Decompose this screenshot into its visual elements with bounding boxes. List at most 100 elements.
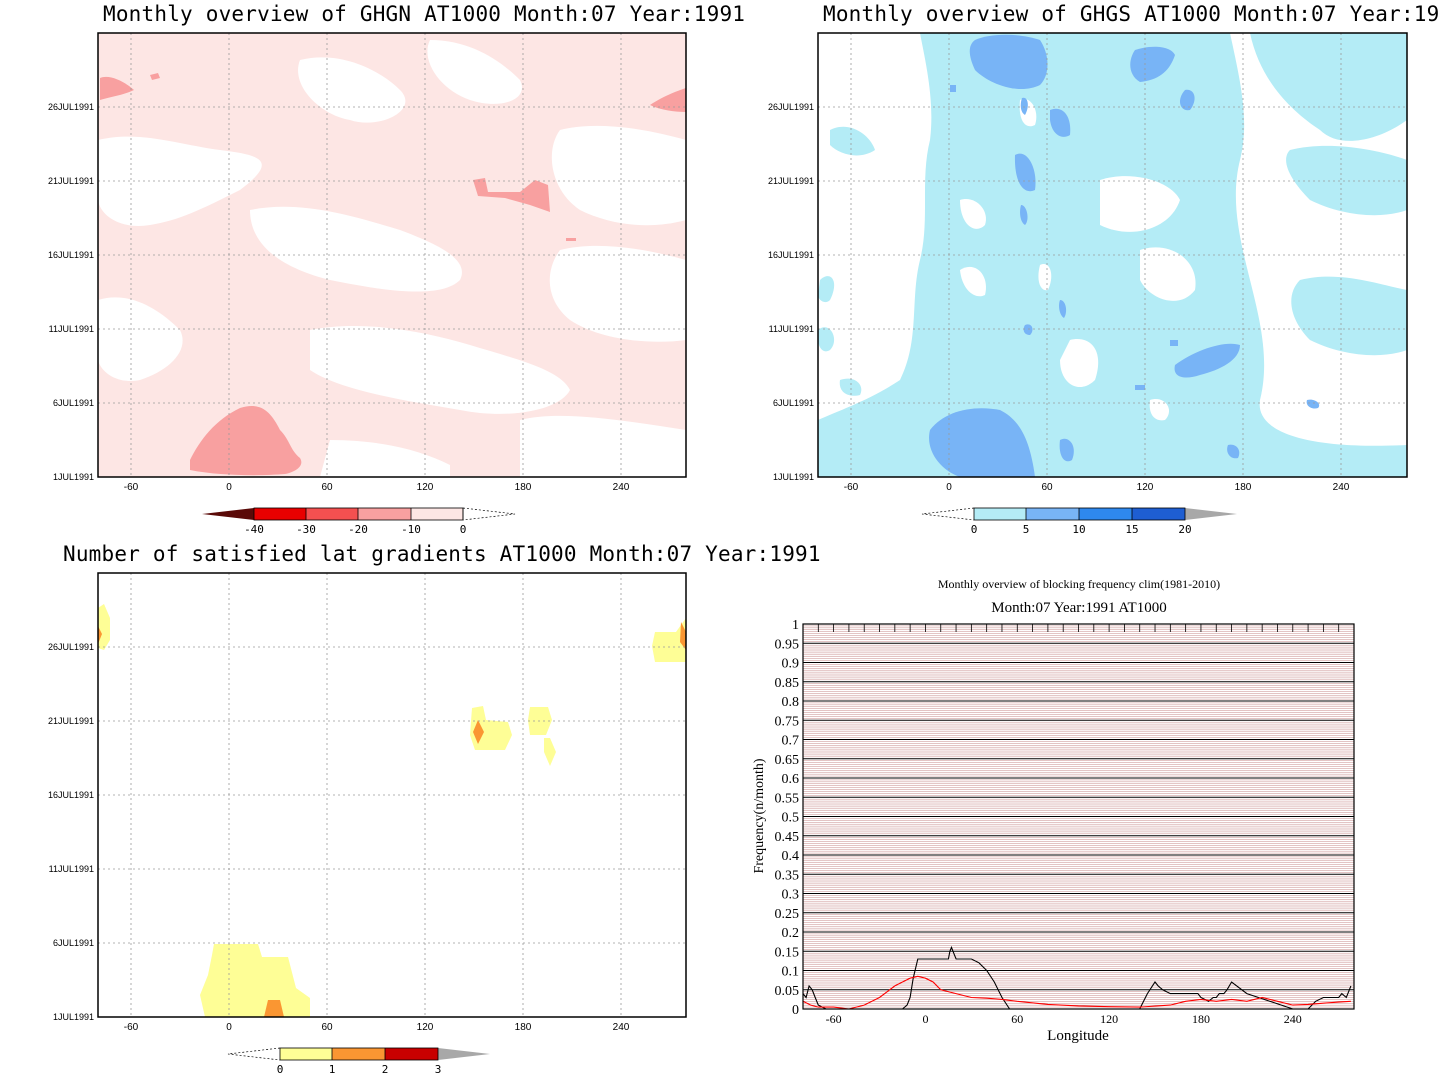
x-tick-label: 60 — [1041, 482, 1053, 493]
x-tick-label: -60 — [124, 482, 139, 493]
x-tick-label: 0 — [226, 1022, 232, 1033]
ghgn-grid — [98, 33, 686, 477]
blocking-subtitle: Month:07 Year:1991 AT1000 — [991, 600, 1166, 616]
y-tick-label: 0 — [792, 1003, 799, 1018]
colorbar-label: 3 — [435, 1063, 442, 1076]
y-tick-label: 0.35 — [775, 868, 800, 883]
y-tick-label: 0.05 — [775, 984, 800, 999]
y-tick-label: 0.25 — [775, 907, 800, 922]
y-tick-label: 0.2 — [782, 926, 800, 941]
gradients-plot-area — [97, 572, 687, 1018]
y-tick-label: 0.6 — [782, 772, 800, 787]
x-tick-label: 0 — [922, 1012, 928, 1026]
y-tick-label: 6JUL1991 — [53, 938, 94, 948]
ghgn-colorbar — [202, 507, 516, 521]
ghgs-x-axis: -60 0 60 120 180 240 — [844, 482, 1350, 493]
colorbar-label: 15 — [1125, 523, 1138, 536]
y-tick-label: 0.7 — [782, 734, 800, 749]
y-tick-label: 0.5 — [782, 811, 800, 826]
blocking-title: Monthly overview of blocking frequency c… — [938, 577, 1220, 591]
y-tick-label: 26JUL1991 — [48, 642, 94, 652]
ghgn-colorbar-labels: -40 -30 -20 -10 0 — [244, 523, 466, 536]
x-tick-label: 180 — [515, 482, 532, 493]
y-tick-label: 1JUL1991 — [53, 1012, 94, 1022]
x-tick-label: -60 — [826, 1012, 842, 1026]
y-tick-label: 0.9 — [782, 657, 800, 672]
ghgn-x-axis: -60 0 60 120 180 240 — [124, 482, 630, 493]
y-tick-label: 21JUL1991 — [768, 176, 814, 186]
x-tick-label: 120 — [1100, 1012, 1118, 1026]
y-tick-label: 0.15 — [775, 945, 800, 960]
y-tick-label: 6JUL1991 — [53, 398, 94, 408]
colorbar-label: -40 — [244, 523, 264, 536]
x-tick-label: 120 — [417, 1022, 434, 1033]
y-tick-label: 16JUL1991 — [48, 250, 94, 260]
y-tick-label: 16JUL1991 — [768, 250, 814, 260]
blocking-y-label: Frequency(n/month) — [752, 758, 767, 873]
y-tick-label: 0.85 — [775, 676, 800, 691]
colorbar-label: -10 — [401, 523, 421, 536]
blocking-plot-frame — [802, 623, 1355, 1010]
gradients-colorbar — [227, 1047, 490, 1061]
gradients-x-axis: -60 0 60 120 180 240 — [124, 1022, 630, 1033]
ghgn-contour-fill — [98, 33, 686, 477]
x-tick-label: 240 — [613, 482, 630, 493]
y-tick-label: 21JUL1991 — [48, 176, 94, 186]
colorbar-label: 5 — [1023, 523, 1030, 536]
colorbar-label: 0 — [277, 1063, 284, 1076]
gradients-y-axis: 1JUL1991 6JUL1991 11JUL1991 16JUL1991 21… — [48, 642, 94, 1022]
colorbar-label: 20 — [1178, 523, 1191, 536]
x-tick-label: 240 — [613, 1022, 630, 1033]
x-tick-label: 0 — [946, 482, 952, 493]
x-tick-label: 180 — [1235, 482, 1252, 493]
x-tick-label: 0 — [226, 482, 232, 493]
y-tick-label: 0.3 — [782, 888, 800, 903]
ghgn-title: Monthly overview of GHGN AT1000 Month:07… — [103, 2, 746, 26]
colorbar-label: 2 — [382, 1063, 389, 1076]
colorbar-label: 0 — [971, 523, 978, 536]
y-tick-label: 26JUL1991 — [48, 102, 94, 112]
x-tick-label: 60 — [1011, 1012, 1023, 1026]
x-tick-label: 60 — [321, 1022, 333, 1033]
y-tick-label: 16JUL1991 — [48, 790, 94, 800]
x-tick-label: 120 — [1137, 482, 1154, 493]
y-tick-label: 11JUL1991 — [49, 324, 94, 334]
gradients-colorbar-labels: 0 1 2 3 — [277, 1063, 442, 1076]
blocking-y-axis: 0 0.05 0.1 0.15 0.2 0.25 0.3 0.35 0.4 0.45 0.5 0.55… — [775, 618, 800, 1018]
ghgs-colorbar-labels: 0 5 10 15 20 — [971, 523, 1192, 536]
colorbar-label: 0 — [460, 523, 467, 536]
y-tick-label: 0.55 — [775, 791, 800, 806]
gradients-title: Number of satisfied lat gradients AT1000… — [63, 542, 821, 566]
y-tick-label: 6JUL1991 — [773, 398, 814, 408]
x-tick-label: -60 — [124, 1022, 139, 1033]
ghgs-title: Monthly overview of GHGS AT1000 Month:07… — [823, 2, 1440, 26]
ghgn-y-axis: 1JUL1991 6JUL1991 11JUL1991 16JUL1991 21… — [48, 102, 94, 482]
y-tick-label: 1JUL1991 — [773, 472, 814, 482]
x-tick-label: 60 — [321, 482, 333, 493]
colorbar-label: -20 — [348, 523, 368, 536]
ghgs-plot-area — [817, 32, 1408, 478]
colorbar-label: 10 — [1072, 523, 1085, 536]
ghgs-contour-fill — [818, 33, 1407, 477]
y-tick-label: 0.8 — [782, 695, 800, 710]
y-tick-label: 1 — [792, 618, 799, 633]
blocking-hatch-lines — [802, 623, 1355, 1010]
y-tick-label: 0.75 — [775, 714, 800, 729]
x-tick-label: 180 — [1192, 1012, 1210, 1026]
y-tick-label: 11JUL1991 — [49, 864, 94, 874]
blocking-x-label: Longitude — [1047, 1028, 1109, 1044]
x-tick-label: -60 — [844, 482, 859, 493]
gradients-grid — [98, 573, 686, 1017]
blocking-x-axis: -60 0 60 120 180 240 — [826, 1012, 1302, 1026]
y-tick-label: 0.4 — [782, 849, 800, 864]
colorbar-label: -30 — [296, 523, 316, 536]
ghgs-colorbar — [921, 507, 1237, 521]
y-tick-label: 1JUL1991 — [53, 472, 94, 482]
x-tick-label: 180 — [515, 1022, 532, 1033]
x-tick-label: 240 — [1284, 1012, 1302, 1026]
y-tick-label: 0.1 — [782, 965, 800, 980]
ghgs-y-axis: 1JUL1991 6JUL1991 11JUL1991 16JUL1991 21… — [768, 102, 814, 482]
